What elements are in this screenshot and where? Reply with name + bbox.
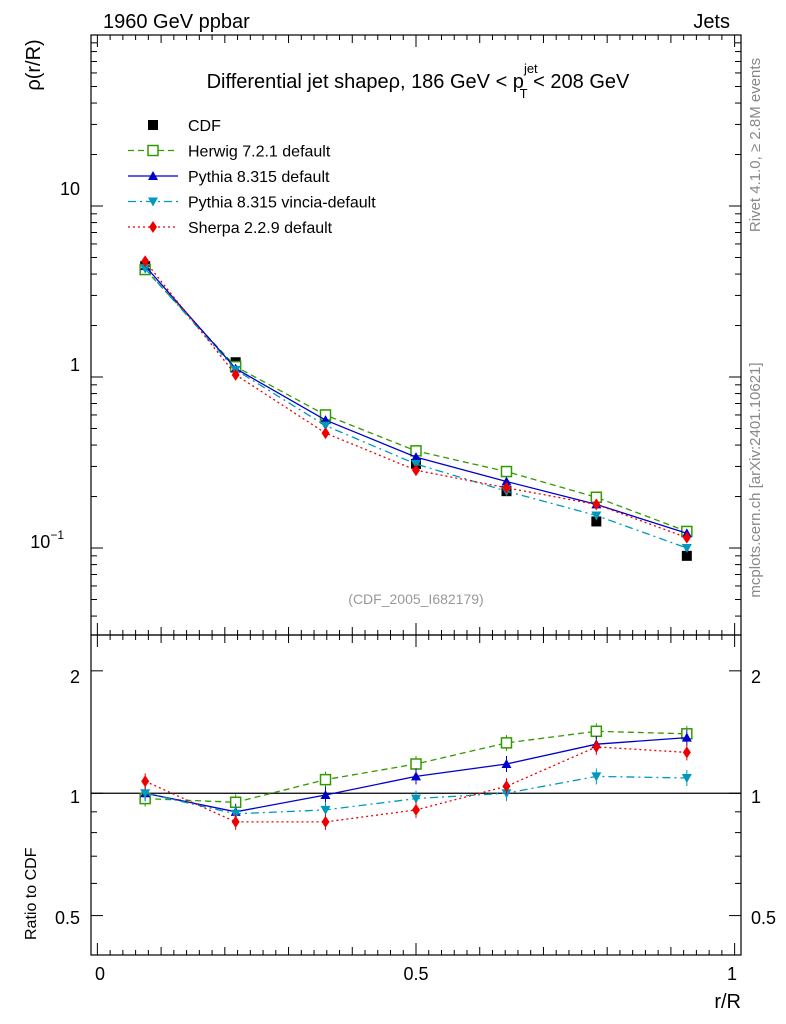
main-point-sherpa <box>502 481 511 494</box>
header-right: Jets <box>693 11 730 33</box>
main-panel: Differential jet shapeρ, 186 GeV < pjet T… <box>23 34 742 636</box>
ratio-point-pythia <box>411 771 421 781</box>
ratio-axis-ticks <box>91 635 741 956</box>
ratio-y-tick-label-1-right: 1 <box>751 787 761 807</box>
main-point-sherpa <box>231 368 240 381</box>
ratio-point-vincia <box>411 794 421 804</box>
title-superscript: jet <box>523 61 538 76</box>
legend-label-sherpa: Sherpa 2.2.9 default <box>188 220 333 237</box>
ratio-data-series <box>139 723 693 830</box>
title-main: Differential jet shapeρ, 186 GeV < p <box>207 71 524 93</box>
main-point-sherpa <box>321 427 330 440</box>
ratio-point-sherpa <box>502 780 511 793</box>
main-data-series <box>139 255 693 561</box>
ratio-point-vincia <box>140 789 151 799</box>
title-subscript: T <box>520 86 528 101</box>
main-axis-ticks <box>91 35 741 635</box>
main-point-herwig <box>500 465 513 478</box>
x-tick-label-0p5: 0.5 <box>403 964 428 984</box>
main-point-vincia <box>140 264 151 274</box>
y-tick-label-0p1-base: 10 <box>30 532 50 552</box>
ratio-point-vincia <box>320 805 331 815</box>
analysis-watermark: (CDF_2005_I682179) <box>348 591 483 607</box>
main-point-sherpa <box>592 498 601 511</box>
legend: CDF Herwig 7.2.1 default Pythia 8.315 defa… <box>128 118 376 237</box>
x-tick-label-0: 0 <box>95 964 105 984</box>
main-point-cdf <box>591 516 602 527</box>
y-tick-label-1: 1 <box>70 355 80 375</box>
legend-marker-vincia <box>148 197 158 207</box>
ratio-y-tick-label-1-left: 1 <box>70 787 80 807</box>
ratio-point-herwig <box>410 758 422 770</box>
ratio-y-tick-label-0p5-right: 0.5 <box>751 908 776 928</box>
plot-title: Differential jet shapeρ, 186 GeV < pjet T… <box>207 61 630 101</box>
legend-marker-sherpa <box>149 221 157 233</box>
header-left: 1960 GeV ppbar <box>103 11 250 33</box>
ratio-point-herwig <box>500 737 513 749</box>
ratio-point-vincia <box>591 772 602 782</box>
legend-label-pythia: Pythia 8.315 default <box>188 169 330 186</box>
legend-marker-pythia <box>148 171 158 180</box>
legend-marker-cdf <box>148 120 158 130</box>
main-point-vincia <box>320 421 331 431</box>
ratio-point-pythia <box>320 789 331 799</box>
x-tick-label-1: 1 <box>727 964 737 984</box>
legend-label-vincia: Pythia 8.315 vincia-default <box>188 195 376 212</box>
ratio-point-sherpa <box>141 775 150 788</box>
ratio-point-sherpa <box>412 803 420 816</box>
ratio-point-sherpa <box>592 740 601 753</box>
ratio-point-vincia <box>681 774 692 784</box>
y-tick-label-0p1: 10−1 <box>30 528 64 552</box>
ratio-y-axis-label: Ratio to CDF <box>23 847 40 940</box>
ratio-y-tick-label-2-right: 2 <box>751 667 761 687</box>
y-tick-label-10: 10 <box>60 179 80 199</box>
main-point-sherpa <box>682 531 691 544</box>
legend-label-cdf: CDF <box>188 118 221 135</box>
main-point-pythia <box>501 476 512 486</box>
ratio-point-pythia <box>681 732 692 742</box>
ratio-y-tick-label-2-left: 2 <box>70 667 80 687</box>
ratio-point-pythia <box>501 758 512 768</box>
ratio-point-herwig <box>590 725 603 738</box>
main-point-sherpa <box>141 255 150 268</box>
main-point-vincia <box>591 511 602 521</box>
ratio-panel: Ratio to CDF 2 1 0.5 2 1 0.5 0 0.5 1 r/R <box>23 634 776 1013</box>
ratio-point-herwig <box>319 773 332 786</box>
legend-marker-herwig <box>147 144 159 157</box>
main-point-sherpa <box>412 464 420 477</box>
ratio-point-sherpa <box>231 815 240 828</box>
main-point-cdf <box>681 550 692 561</box>
title-tail: < 208 GeV <box>528 71 630 93</box>
legend-label-herwig: Herwig 7.2.1 default <box>188 144 331 161</box>
y-tick-label-0p1-exponent: −1 <box>50 528 64 542</box>
ratio-point-sherpa <box>321 815 330 828</box>
main-y-axis-label: ρ(r/R) <box>23 39 45 90</box>
x-axis-label: r/R <box>714 991 741 1013</box>
mcplots-label: mcplots.cern.ch [arXiv:2401.10621] <box>747 362 764 597</box>
rivet-version-label: Rivet 4.1.0, ≥ 2.8M events <box>747 58 764 232</box>
ratio-y-tick-label-0p5-left: 0.5 <box>55 908 80 928</box>
main-point-vincia <box>681 544 692 554</box>
ratio-point-sherpa <box>682 746 691 759</box>
main-point-pythia <box>411 452 421 462</box>
